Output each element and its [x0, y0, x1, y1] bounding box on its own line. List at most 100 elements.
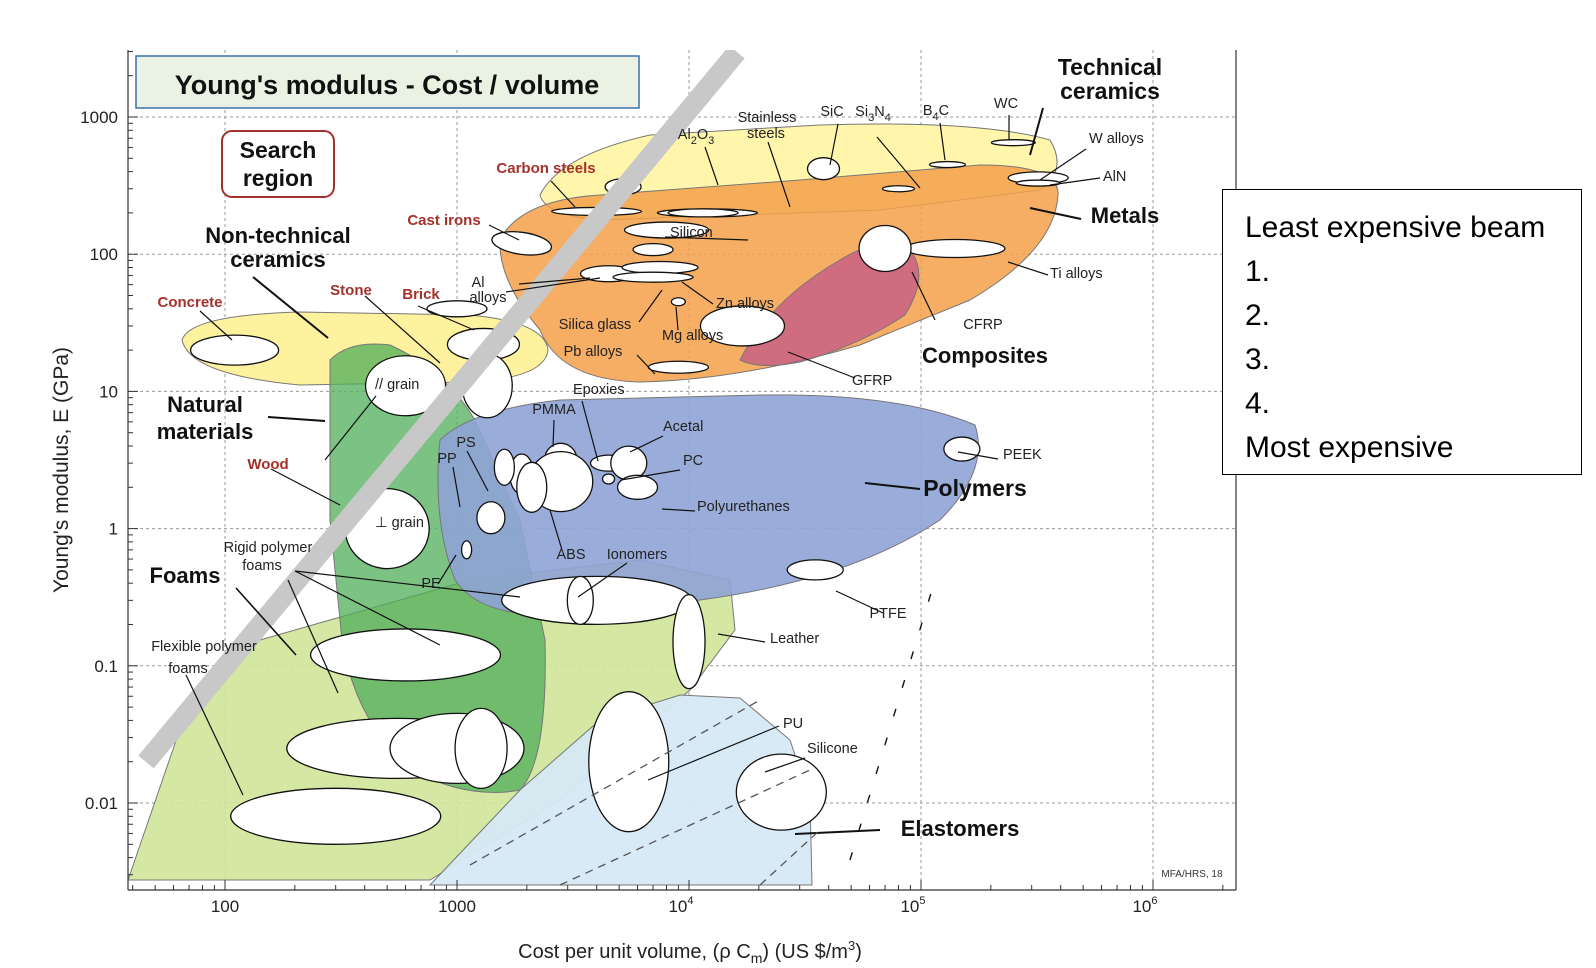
- family-label-elastomers: Elastomers: [901, 816, 1020, 841]
- label-aln: AlN: [1103, 169, 1126, 185]
- label-si3n4: Si3N4: [855, 104, 891, 124]
- label-steels: steels: [747, 126, 785, 142]
- leader-line: [287, 579, 339, 694]
- leader-line: [550, 180, 576, 208]
- leader-line: [294, 570, 441, 646]
- leader-line: [505, 277, 601, 293]
- leader-line: [661, 508, 696, 512]
- leader-line: [549, 509, 563, 551]
- leader-line: [829, 123, 839, 166]
- y-tick-label: 0.1: [94, 657, 118, 676]
- annotations: Young's modulus - Cost / volume Searchreg…: [135, 54, 1223, 886]
- bubble-pb-alloys: [647, 360, 710, 374]
- credit-label: MFA/HRS, 18: [1161, 869, 1223, 880]
- leader-line: [324, 395, 377, 461]
- ranking-note: Least expensive beam 1. 2. 3. 4. Most ex…: [1222, 189, 1582, 475]
- metals-envelope: [499, 164, 1059, 383]
- x-tick-label: 106: [1132, 895, 1157, 916]
- label-leather: Leather: [770, 631, 819, 647]
- leader-line: [294, 570, 521, 598]
- bubble-ionomer-2: [566, 575, 594, 625]
- leader-line: [939, 122, 946, 161]
- label-pb-alloys: Pb alloys: [564, 344, 623, 360]
- note-footer: Most expensive: [1245, 431, 1454, 464]
- bubble-pp: [476, 501, 506, 535]
- family-label-polymers: Polymers: [923, 475, 1027, 501]
- leader-line: [636, 354, 656, 375]
- leader-line: [1029, 107, 1044, 156]
- search-region-label-line1: Search: [240, 137, 317, 163]
- y-tick-label: 0.01: [85, 794, 118, 813]
- label-wc: WC: [994, 96, 1018, 112]
- leader-line: [235, 587, 297, 656]
- leader-line: [911, 271, 936, 321]
- x-tick-label: 104: [668, 895, 693, 916]
- note-item-2: 2.: [1245, 299, 1271, 332]
- leader-line: [185, 674, 244, 796]
- bubble-silica-glass: [612, 271, 694, 283]
- title-box: [135, 55, 640, 109]
- label-carbon-steels: Carbon steels: [496, 160, 595, 177]
- leader-line: [764, 757, 806, 773]
- y-tick-label: 1: [109, 520, 118, 539]
- leader-line: [787, 351, 856, 379]
- label-flexible-foams: foams: [168, 661, 208, 677]
- label-wood: Wood: [247, 456, 288, 473]
- label-pmma: PMMA: [532, 402, 576, 418]
- bubble-leather: [672, 593, 706, 690]
- family-label-composites: Composites: [922, 343, 1048, 368]
- bubble-wood-grain: [364, 355, 447, 417]
- bubble-ptfe: [786, 559, 844, 581]
- label-ptfe: PTFE: [869, 606, 906, 622]
- leader-line: [1039, 148, 1087, 181]
- family-label-technical-ceramics: Technical: [1058, 54, 1162, 80]
- label-alloys: alloys: [469, 290, 506, 306]
- search-region-box: [221, 130, 335, 198]
- bubble-wc: [990, 139, 1036, 147]
- leader-line: [518, 277, 591, 285]
- leader-line: [717, 633, 766, 643]
- label-al2o3: Al2O3: [678, 127, 714, 147]
- bubble-mg-alloys: [670, 297, 687, 307]
- label-rigid-foams: foams: [242, 558, 282, 574]
- bubble-silicone: [735, 753, 827, 831]
- label-b4c: B4C: [923, 103, 949, 123]
- label-w-alloys: W alloys: [1089, 131, 1144, 147]
- bubble-gfrp: [699, 305, 786, 347]
- x-tick-label: 1000: [438, 897, 476, 916]
- label-abs: ABS: [556, 547, 585, 563]
- y-tick-label: 100: [90, 245, 118, 264]
- family-label-natural-materials: materials: [157, 419, 254, 444]
- label-silicone: Silicone: [807, 741, 858, 757]
- leader-line: [437, 554, 457, 585]
- label-ionomers: Ionomers: [607, 547, 667, 563]
- plot-area: [128, 50, 1236, 890]
- label-wood-perpendicular: ⊥ grain: [375, 515, 424, 531]
- label-cast-irons: Cast irons: [407, 212, 480, 229]
- label-peek: PEEK: [1003, 447, 1042, 463]
- x-axis-label: Cost per unit volume, (ρ Cm) (US $/m3): [518, 938, 862, 966]
- bubble-foam-small: [454, 707, 508, 790]
- label-silica-glass: Silica glass: [559, 317, 632, 333]
- label-brick: Brick: [402, 286, 440, 303]
- leader-line: [364, 295, 441, 364]
- label-polyurethanes: Polyurethanes: [697, 499, 790, 515]
- leader-line: [681, 281, 714, 305]
- bubble-rigid-polymer-foams: [309, 628, 502, 682]
- bubble-si3n4: [881, 185, 916, 193]
- bubble-pc: [601, 473, 616, 485]
- label-zn-alloys: Zn alloys: [716, 296, 774, 312]
- y-tick-label: 1000: [80, 108, 118, 127]
- label-flexible-polymer: Flexible polymer: [151, 639, 257, 655]
- y-axis-label: Young's modulus, E (GPa): [50, 347, 73, 593]
- leader-line: [664, 236, 749, 241]
- leader-line: [835, 590, 884, 614]
- leader-line: [199, 310, 233, 341]
- bubble-ps-3: [516, 461, 548, 513]
- family-label-natural-materials: Natural: [167, 392, 243, 417]
- bubble-cfrp: [858, 224, 912, 273]
- composites-envelope: [739, 243, 920, 366]
- leader-line: [1007, 261, 1049, 276]
- label-al: Al: [472, 275, 485, 291]
